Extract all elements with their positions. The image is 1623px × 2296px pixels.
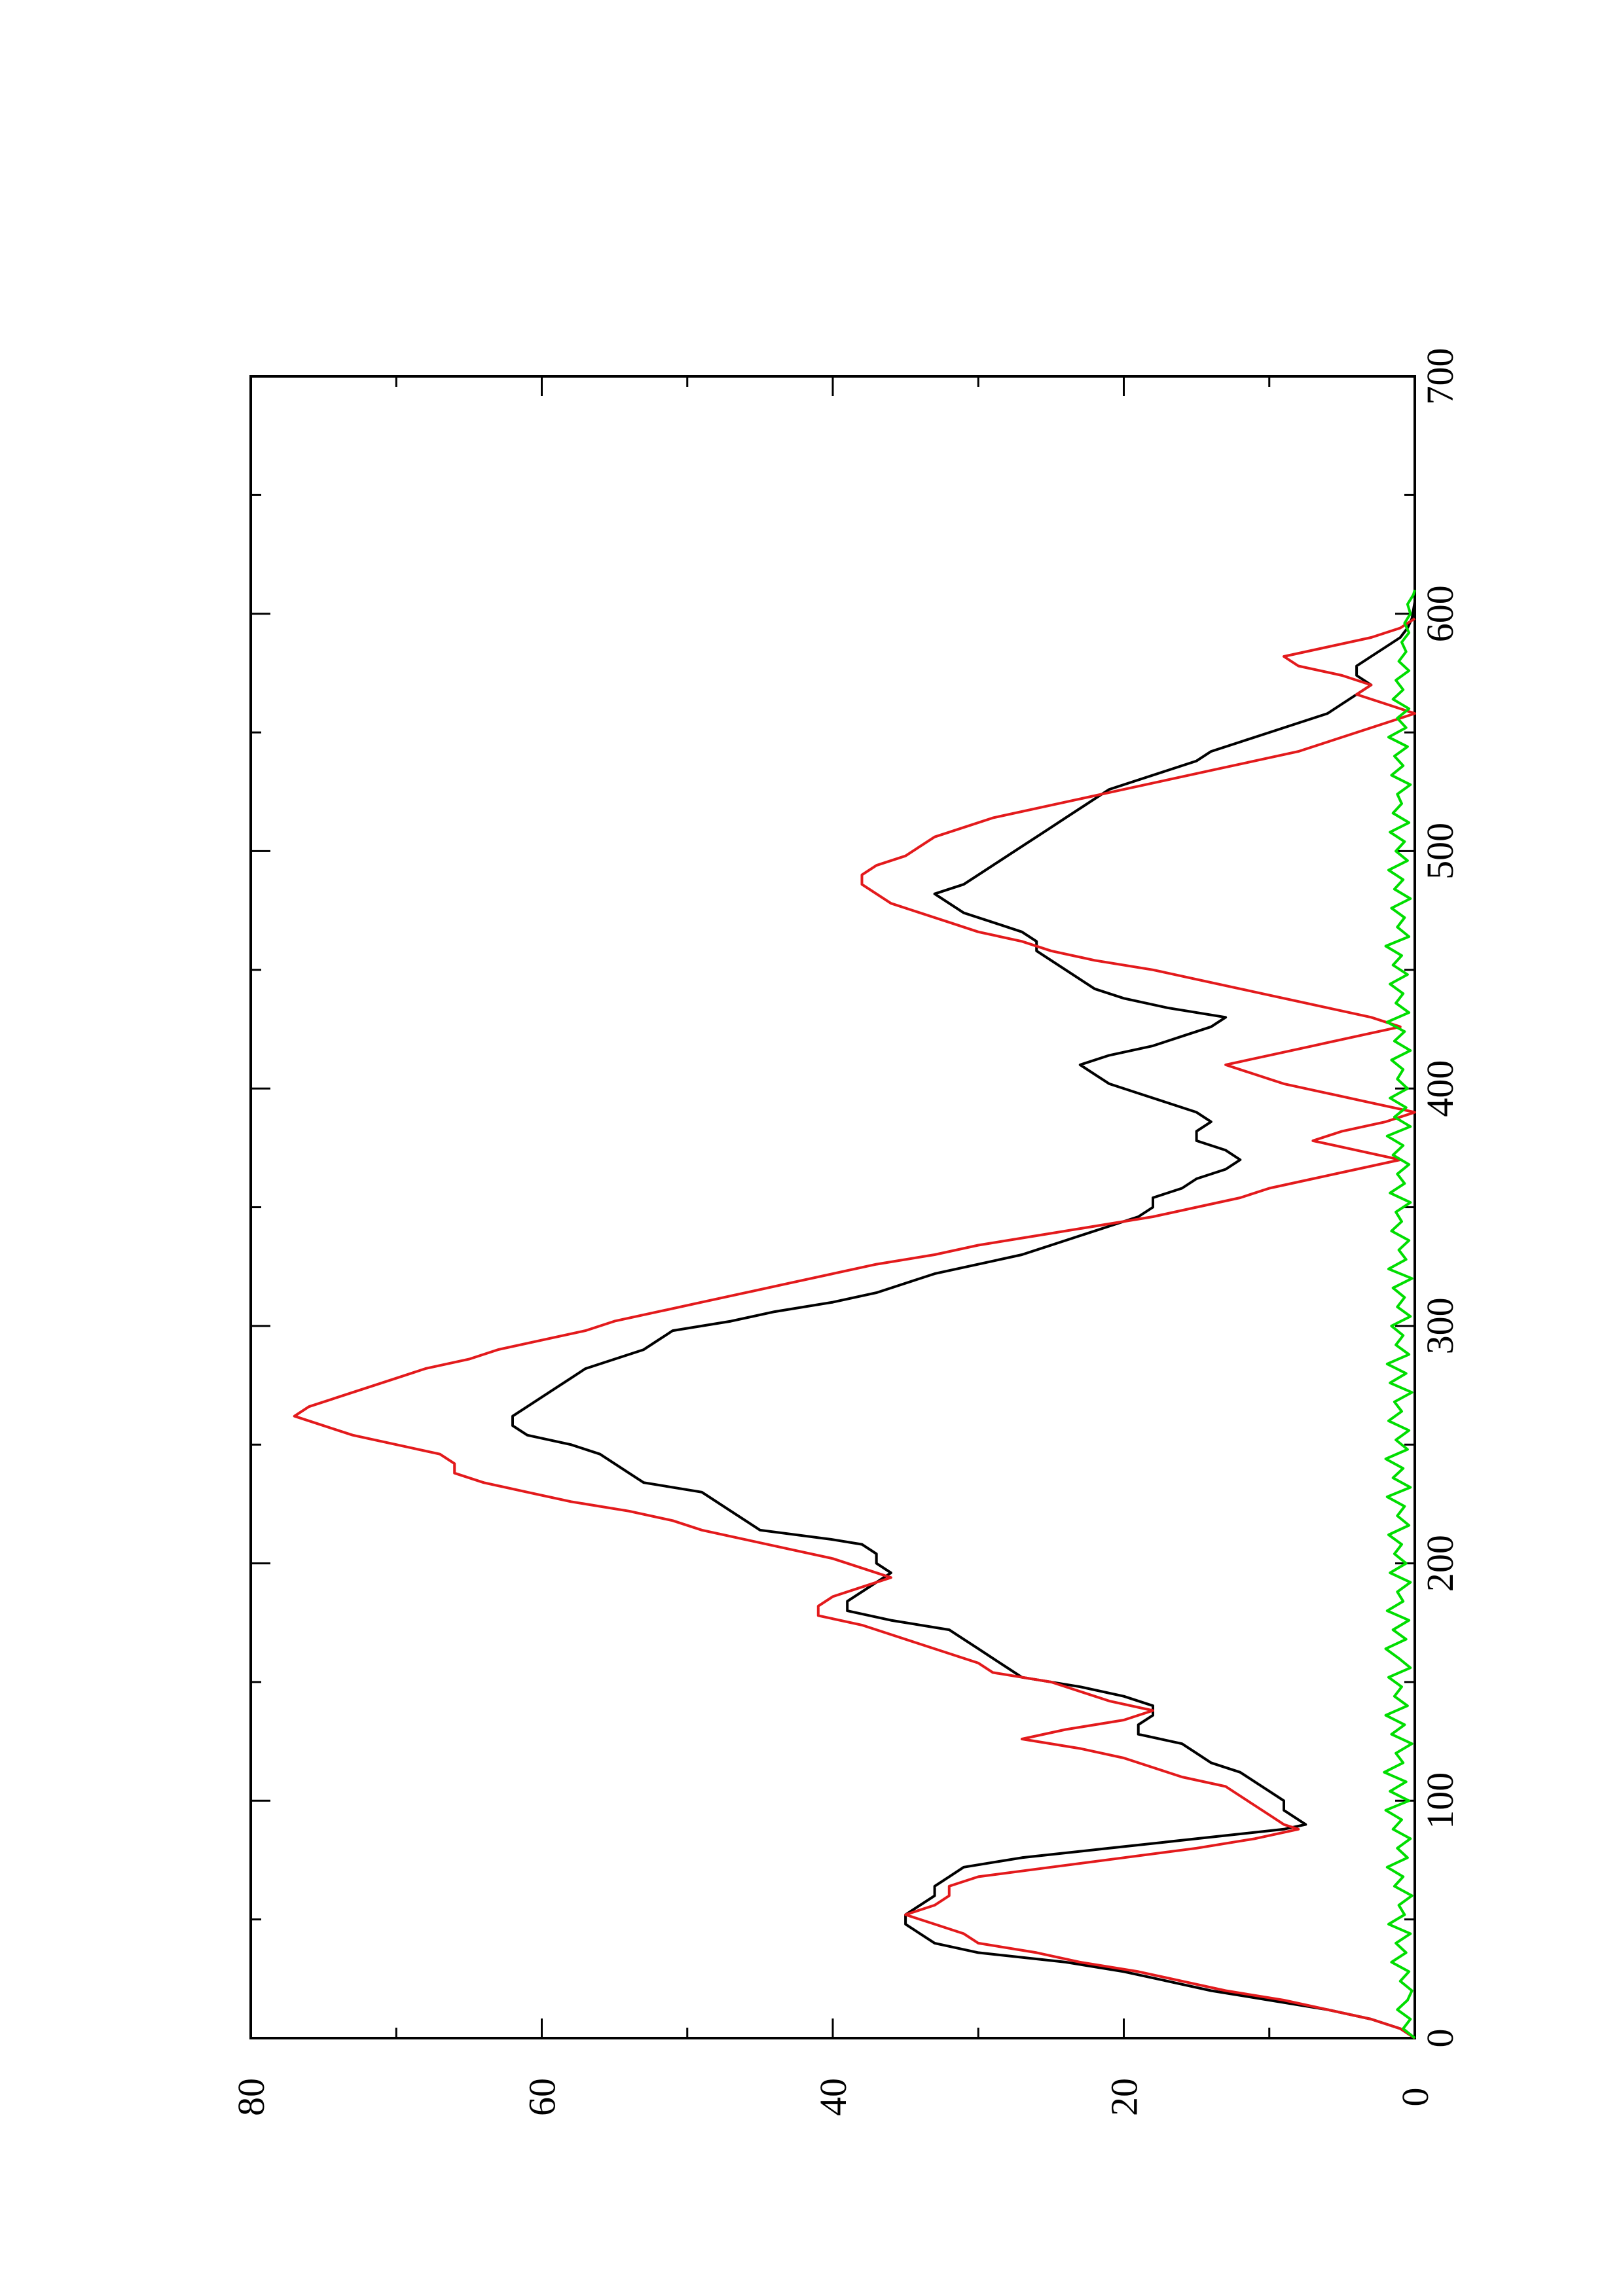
x-tick-label: 500 <box>1419 823 1461 880</box>
x-tick-label: 600 <box>1419 585 1461 642</box>
y-tick-label: 60 <box>521 2078 564 2116</box>
x-tick-label: 700 <box>1419 348 1461 405</box>
y-tick-label: 0 <box>1394 2088 1436 2107</box>
x-tick-label: 100 <box>1419 1772 1461 1829</box>
x-tick-label: 400 <box>1419 1060 1461 1117</box>
x-tick-label: 200 <box>1419 1535 1461 1592</box>
y-tick-label: 80 <box>230 2078 272 2116</box>
series-red-line <box>293 617 1416 2039</box>
axis-tick-labels: 0 100 200 300 400 500 600 700 0 20 40 60 80 <box>230 348 1461 2117</box>
series-green-line <box>1383 589 1416 2039</box>
series-black-line <box>511 601 1416 2039</box>
x-tick-label: 300 <box>1419 1297 1461 1354</box>
y-tick-label: 20 <box>1103 2078 1146 2116</box>
plot-frame <box>249 375 1416 2039</box>
axis-ticks <box>249 375 1416 2039</box>
series-layer <box>293 589 1416 2039</box>
x-tick-label: 0 <box>1419 2029 1461 2048</box>
y-tick-label: 40 <box>812 2078 854 2116</box>
